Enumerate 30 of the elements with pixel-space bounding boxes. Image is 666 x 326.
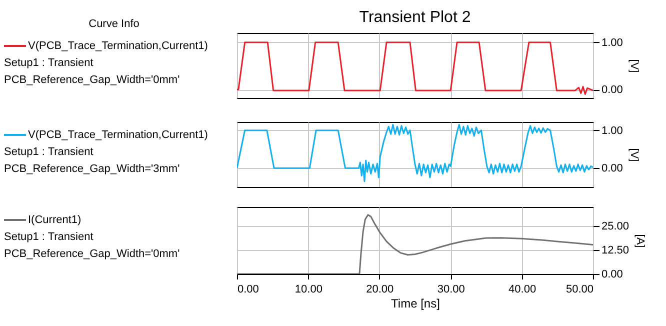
x-tick-label: 40.00 bbox=[508, 284, 536, 296]
legend-label: V(PCB_Trace_Termination,Current1) bbox=[28, 129, 208, 141]
chart-title: Transient Plot 2 bbox=[359, 9, 471, 26]
text: Setup1 : Transient bbox=[4, 57, 94, 69]
y-tick-label: 25.00 bbox=[602, 220, 630, 233]
text: Setup1 : Transient bbox=[4, 231, 94, 243]
y-tick-label: 1.00 bbox=[602, 124, 623, 137]
line-series bbox=[237, 42, 593, 95]
y-axis-title: [V] bbox=[628, 148, 640, 162]
x-tick-label: 30.00 bbox=[437, 284, 465, 296]
x-axis-title: Time [ns] bbox=[391, 296, 440, 310]
legend-label: V(PCB_Trace_Termination,Current1) bbox=[28, 40, 208, 52]
y-axis-title: [V] bbox=[628, 59, 640, 73]
y-axis-title: [A] bbox=[634, 234, 646, 248]
y-tick-label: 0.00 bbox=[602, 84, 623, 96]
x-tick-label: 50.00 bbox=[566, 284, 594, 296]
x-tick-label: 20.00 bbox=[366, 284, 394, 296]
text: Setup1 : Transient bbox=[4, 146, 94, 158]
text: PCB_Reference_Gap_Width='0mm' bbox=[4, 74, 180, 86]
text: PCB_Reference_Gap_Width='0mm' bbox=[4, 248, 180, 260]
y-tick-label: 0.00 bbox=[602, 162, 623, 175]
legend-label: I(Current1) bbox=[28, 214, 82, 226]
y-tick-label: 0.00 bbox=[602, 268, 623, 280]
y-tick-label: 12.50 bbox=[602, 244, 630, 257]
text: PCB_Reference_Gap_Width='3mm' bbox=[4, 163, 180, 175]
x-tick-label: 0.00 bbox=[238, 284, 259, 296]
legend-title: Curve Info bbox=[88, 18, 140, 30]
line-series bbox=[237, 124, 593, 182]
y-tick-label: 1.00 bbox=[602, 36, 623, 49]
x-tick-label: 10.00 bbox=[294, 284, 322, 296]
